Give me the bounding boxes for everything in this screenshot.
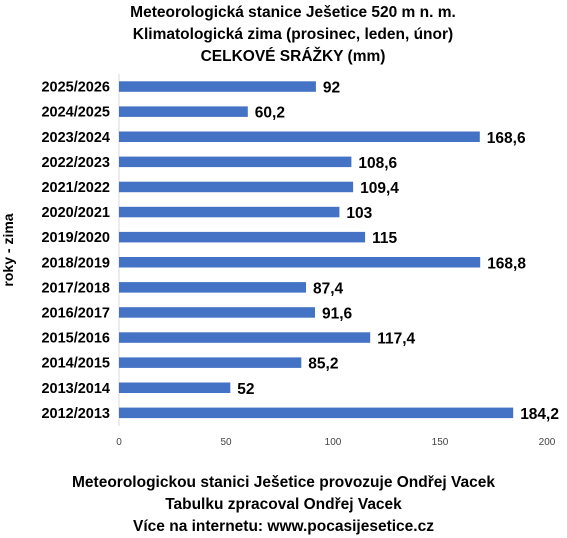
x-tick-label: 100 xyxy=(325,437,342,448)
bar-2017-2018 xyxy=(119,282,306,293)
chart-title-line-2: Klimatologická zima (prosinec, leden, ún… xyxy=(133,26,453,43)
value-label: 117,4 xyxy=(377,331,415,348)
bar-2022-2023 xyxy=(119,156,352,168)
category-label: 2022/2023 xyxy=(41,155,110,171)
value-label: 103 xyxy=(346,205,372,222)
bar-2025-2026 xyxy=(119,81,316,92)
chart-title-line-1: Meteorologická stanice Ješetice 520 m n.… xyxy=(130,4,456,21)
value-label: 115 xyxy=(372,230,397,247)
category-label: 2018/2019 xyxy=(41,255,110,271)
bar-2015-2016 xyxy=(119,332,371,343)
chart-title-line-3: CELKOVÉ SRÁŽKY (mm) xyxy=(201,47,386,65)
bar-2021-2022 xyxy=(119,181,354,193)
bar-2023-2024 xyxy=(119,131,480,142)
category-label: 2025/2026 xyxy=(41,80,110,96)
bar-2014-2015 xyxy=(119,357,302,368)
category-label: 2016/2017 xyxy=(41,306,110,322)
category-labels: 2025/2026 2024/2025 2023/2024 2022/2023 2021… xyxy=(41,80,110,422)
precipitation-bar-chart: Meteorologická stanice Ješetice 520 m n.… xyxy=(0,4,559,448)
value-label: 184,2 xyxy=(520,406,559,423)
bar-2013-2014 xyxy=(119,382,231,393)
bar-2012-2013 xyxy=(119,407,514,419)
value-label: 85,2 xyxy=(308,356,338,373)
bar-2024-2025 xyxy=(119,106,248,117)
bars-group xyxy=(119,81,514,419)
footer-operator: Meteorologickou stanici Ješetice provozu… xyxy=(72,474,495,491)
category-label: 2021/2022 xyxy=(41,180,110,196)
category-label: 2015/2016 xyxy=(41,331,110,347)
value-label: 108,6 xyxy=(358,155,397,172)
category-label: 2013/2014 xyxy=(41,381,110,397)
category-label: 2024/2025 xyxy=(41,105,110,121)
value-label: 109,4 xyxy=(360,180,399,197)
footer-website: Více na internetu: www.pocasijesetice.cz xyxy=(133,518,434,535)
chart-title: Meteorologická stanice Ješetice 520 m n.… xyxy=(130,4,456,65)
category-label: 2019/2020 xyxy=(41,230,110,246)
x-tick-label: 150 xyxy=(432,437,449,448)
value-label: 91,6 xyxy=(322,306,353,323)
category-label: 2014/2015 xyxy=(41,356,110,372)
category-label: 2020/2021 xyxy=(41,205,110,221)
value-label: 168,6 xyxy=(487,130,526,147)
value-label: 168,8 xyxy=(487,255,526,272)
value-label: 92 xyxy=(323,80,340,97)
x-tick-label: 50 xyxy=(220,437,232,448)
value-label: 87,4 xyxy=(313,280,344,297)
bar-2018-2019 xyxy=(119,257,481,268)
category-label: 2023/2024 xyxy=(41,130,110,146)
x-tick-label: 200 xyxy=(539,437,556,448)
value-label: 52 xyxy=(237,381,254,398)
bar-2016-2017 xyxy=(119,307,315,318)
x-axis-tick-labels: 0 50 100 150 200 xyxy=(116,437,556,448)
category-label: 2012/2013 xyxy=(41,406,110,422)
footer-author: Tabulku zpracoval Ondřej Vacek xyxy=(165,496,402,513)
value-label: 60,2 xyxy=(255,105,285,122)
bar-2020-2021 xyxy=(119,206,340,218)
y-axis-label: roky - zima xyxy=(0,213,16,286)
bar-2019-2020 xyxy=(119,231,366,243)
x-tick-label: 0 xyxy=(116,437,122,448)
category-label: 2017/2018 xyxy=(41,280,110,296)
